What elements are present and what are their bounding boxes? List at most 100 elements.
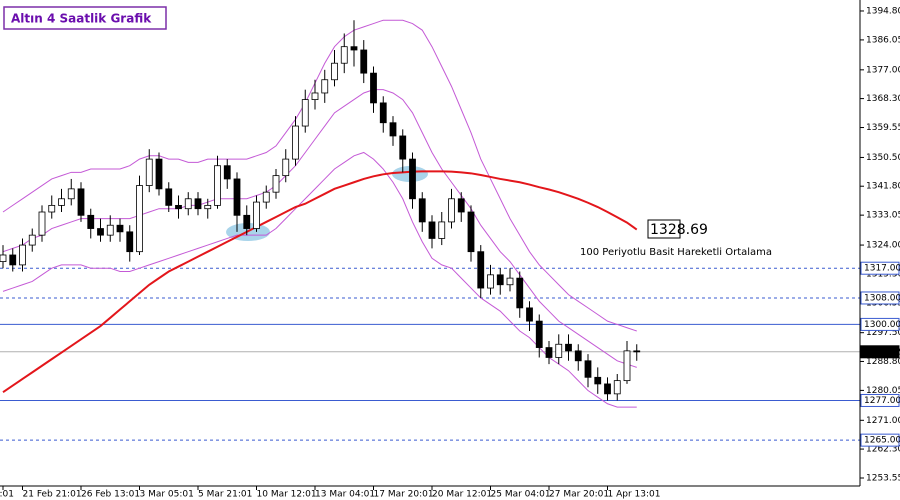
- candle-body: [48, 204, 56, 213]
- candle-body: [301, 99, 309, 127]
- sma-label-box: [647, 219, 681, 239]
- candle-body: [350, 46, 358, 51]
- y-tick-label: 1341.80: [866, 182, 900, 192]
- level-label: 1300.00: [864, 320, 900, 330]
- candle-body: [97, 228, 104, 236]
- candle-body: [370, 72, 377, 104]
- candle-body: [126, 231, 134, 253]
- y-tick-label: 1368.30: [866, 94, 900, 104]
- candle-body: [204, 204, 212, 210]
- candle-body: [106, 224, 114, 236]
- x-tick-label: 17 Mar 20:01: [374, 490, 434, 500]
- x-tick-label: 21 Feb 21:01: [23, 490, 82, 500]
- candle-body: [77, 188, 85, 216]
- candle-body: [477, 251, 485, 289]
- x-tick-label: 5:01: [0, 490, 14, 500]
- level-label: 1308.00: [864, 293, 900, 303]
- candle-body: [116, 224, 124, 233]
- candle-body: [584, 360, 592, 378]
- level-label-box: [860, 261, 900, 275]
- y-tick-label: 1297.50: [866, 328, 900, 338]
- candle-body: [87, 214, 95, 229]
- candle-body: [457, 198, 465, 213]
- candle-body: [165, 188, 173, 206]
- level-label-box: [860, 433, 900, 447]
- candle-body: [184, 198, 192, 210]
- candle-body: [526, 307, 533, 322]
- candle-body: [574, 350, 582, 362]
- y-tick-label: 1262.30: [866, 445, 900, 455]
- candle-body: [19, 244, 26, 266]
- level-label-box: [860, 393, 900, 407]
- title-box: [3, 6, 167, 30]
- candle-body: [565, 343, 572, 352]
- candle-body: [155, 158, 163, 190]
- candle-body: [28, 234, 36, 246]
- bollinger-upper: [2, 19, 637, 332]
- y-tick-label: 1394.80: [866, 6, 900, 16]
- candle-body: [38, 211, 46, 236]
- candle-body: [223, 165, 231, 180]
- candle-body: [428, 221, 436, 239]
- candle-body: [311, 92, 319, 100]
- candle-body: [67, 188, 75, 200]
- candle-body: [496, 274, 504, 286]
- x-tick-label: 3 Mar 05:01: [140, 490, 194, 500]
- x-tick-label: 13 Mar 04:01: [315, 490, 375, 500]
- y-tick-label: 1288.80: [866, 357, 900, 367]
- candle-body: [467, 211, 475, 253]
- level-label: 1277.00: [864, 396, 900, 406]
- candle-body: [272, 175, 280, 193]
- level-label: 1265.00: [864, 436, 900, 446]
- x-tick-label: 20 Mar 12:01: [432, 490, 492, 500]
- candle-body: [594, 376, 602, 385]
- candle-body: [136, 185, 143, 253]
- plot-area: [0, 19, 860, 441]
- candle-body: [214, 165, 221, 206]
- x-tick-label: 5 Mar 21:01: [198, 490, 252, 500]
- candle-body: [175, 204, 182, 210]
- candle-body: [282, 158, 290, 177]
- candle-body: [409, 158, 416, 200]
- candle-body: [633, 350, 641, 353]
- x-tick-label: 25 Mar 04:01: [491, 490, 551, 500]
- sma-line: [2, 170, 638, 394]
- level-label-box: [860, 291, 900, 305]
- sma-annotation: 100 Periyotlu Basit Hareketli Ortalama: [580, 247, 772, 258]
- candle-body: [331, 62, 338, 81]
- candle-body: [321, 79, 329, 94]
- candle-body: [194, 198, 202, 210]
- candle-body: [545, 347, 553, 358]
- y-tick-label: 1333.05: [866, 211, 900, 221]
- candle-body: [253, 201, 260, 229]
- level-label-box: [860, 345, 900, 359]
- candle-body: [9, 254, 17, 266]
- x-tick-label: 27 Mar 20:01: [549, 490, 609, 500]
- candle-body: [243, 214, 251, 229]
- level-label: 1291.72: [864, 347, 900, 357]
- candle-body: [389, 122, 397, 137]
- candle-body: [399, 135, 407, 160]
- candle-body: [535, 320, 543, 348]
- candle-body: [448, 198, 455, 223]
- y-tick-label: 1377.00: [866, 65, 900, 75]
- candle-body: [262, 191, 270, 203]
- candle-body: [438, 221, 446, 239]
- candle-body: [613, 380, 621, 395]
- candle-body: [604, 383, 611, 395]
- candle-body: [555, 343, 563, 358]
- y-tick-label: 1386.05: [866, 35, 900, 45]
- y-tick-label: 1324.00: [866, 241, 900, 251]
- candle-body: [487, 274, 494, 289]
- bollinger-middle: [2, 89, 637, 368]
- level-label: 1317.00: [864, 264, 900, 274]
- candle-body: [506, 277, 514, 286]
- candle-body: [418, 198, 426, 223]
- x-tick-label: 26 Feb 13:01: [81, 490, 140, 500]
- y-tick-label: 1253.55: [866, 473, 900, 483]
- y-tick-label: 1280.05: [866, 386, 900, 396]
- candle-body: [379, 102, 387, 124]
- candle-body: [360, 49, 368, 74]
- level-label-box: [860, 317, 900, 331]
